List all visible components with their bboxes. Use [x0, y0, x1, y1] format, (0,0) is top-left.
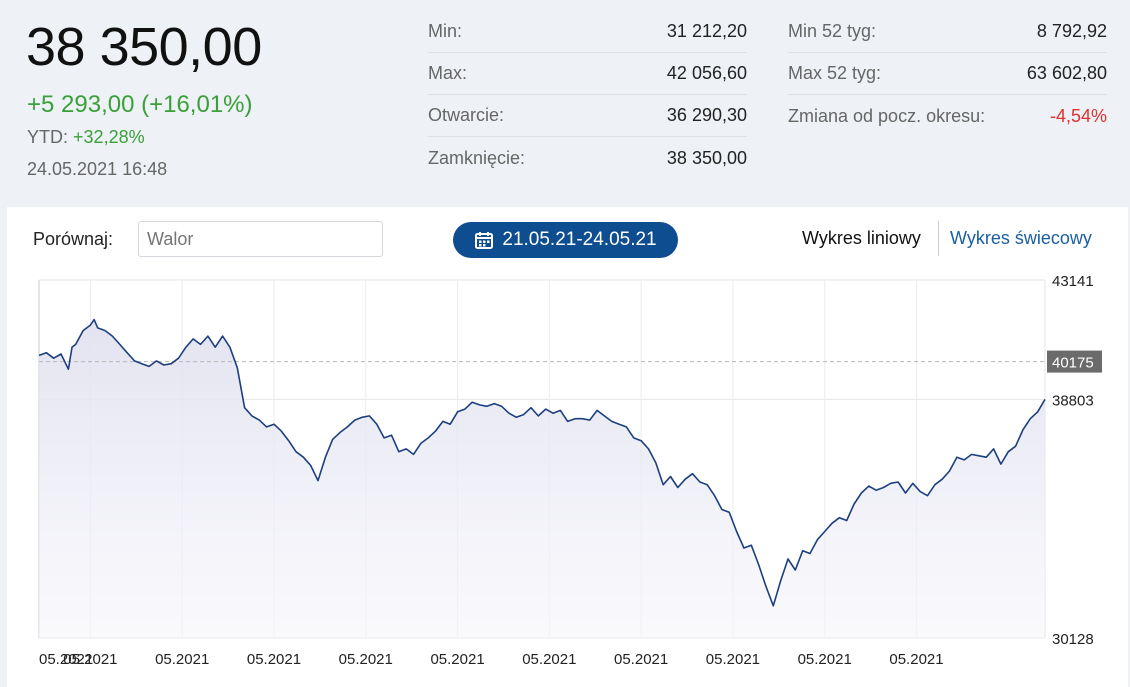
stat-label: Zamknięcie:: [428, 147, 526, 168]
y-tick-label: 38803: [1052, 392, 1094, 409]
date-range-label: 21.05.21-24.05.21: [502, 229, 657, 250]
stat-row-min: Min: 31 212,20: [428, 11, 747, 53]
ytd-change: YTD: +32,28%: [27, 127, 145, 148]
stat-label: Zmiana od pocz. okresu:: [788, 105, 986, 126]
y-tick-label: 30128: [1052, 631, 1094, 648]
tab-line-chart[interactable]: Wykres liniowy: [802, 228, 921, 248]
quote-datetime: 24.05.2021 16:48: [27, 159, 168, 179]
stats-left: Min: 31 212,20 Max: 42 056,60 Otwarcie: …: [428, 11, 747, 179]
stat-value: -4,54%: [1049, 105, 1107, 126]
x-tick-label: 05.2021: [247, 651, 301, 668]
stat-row-max: Max: 42 056,60: [428, 53, 747, 95]
price-series-line: [38, 318, 1046, 607]
date-range-button[interactable]: 21.05.21-24.05.21: [453, 222, 678, 258]
x-tick-label: 05.2021: [430, 651, 484, 668]
stat-value: 42 056,60: [666, 63, 747, 83]
stat-row-period-change: Zmiana od pocz. okresu: -4,54%: [788, 95, 1107, 137]
y-tick-label: 43141: [1052, 273, 1094, 290]
stat-value: 63 602,80: [1026, 63, 1107, 83]
stat-label: Min 52 tyg:: [788, 21, 877, 41]
price-area: [39, 319, 1045, 638]
x-tick-label: 05.2021: [339, 651, 393, 668]
price-change: +5 293,00 (+16,01%): [27, 91, 253, 118]
tab-candlestick-chart[interactable]: Wykres świecowy: [950, 228, 1092, 248]
ytd-value: +32,28%: [73, 127, 145, 147]
stat-row-close: Zamknięcie: 38 350,00: [428, 137, 747, 179]
stat-label: Otwarcie:: [428, 105, 505, 125]
x-tick-label: 05.2021: [39, 651, 93, 668]
stat-row-min-52w: Min 52 tyg: 8 792,92: [788, 11, 1107, 53]
x-tick-label: 05.2021: [798, 651, 852, 668]
calendar-icon: [475, 232, 494, 249]
stat-label: Min:: [428, 21, 463, 41]
stat-row-open: Otwarcie: 36 290,30: [428, 95, 747, 137]
x-tick-label: 05.2021: [155, 651, 209, 668]
x-tick-label: 05.2021: [706, 651, 760, 668]
x-tick-label: 05.2021: [614, 651, 668, 668]
stats-right: Min 52 tyg: 8 792,92 Max 52 tyg: 63 602,…: [788, 11, 1107, 137]
x-tick-label: 05.2021: [889, 651, 943, 668]
stat-value: 36 290,30: [666, 105, 747, 125]
current-price: 38 350,00: [26, 17, 262, 77]
x-tick-label: 05.2021: [522, 651, 576, 668]
tab-divider: [938, 221, 939, 256]
reference-label: 40175: [1052, 355, 1094, 372]
stat-value: 31 212,20: [666, 21, 747, 41]
stat-row-max-52w: Max 52 tyg: 63 602,80: [788, 53, 1107, 95]
ytd-label: YTD:: [27, 127, 69, 147]
x-tick-label: 05.2021: [63, 651, 117, 668]
compare-label: Porównaj:: [33, 229, 114, 249]
stat-label: Max:: [428, 63, 468, 83]
compare-input[interactable]: [138, 221, 383, 257]
reference-badge: [1047, 350, 1102, 373]
stat-value: 38 350,00: [666, 147, 747, 168]
stat-value: 8 792,92: [1036, 21, 1107, 41]
stat-label: Max 52 tyg:: [788, 63, 882, 83]
